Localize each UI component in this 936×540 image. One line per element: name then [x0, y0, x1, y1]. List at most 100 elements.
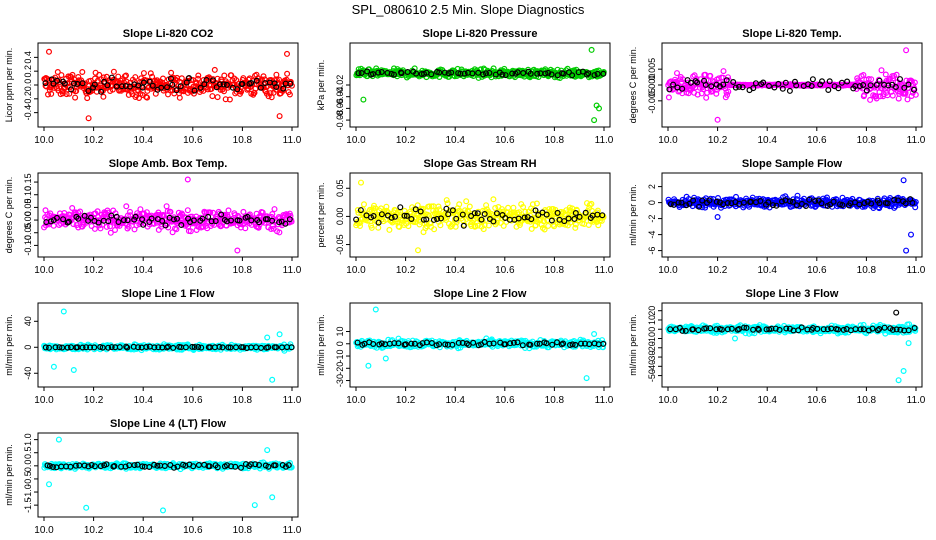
data-point: [572, 210, 579, 217]
data-point: [91, 81, 98, 88]
data-point: [757, 198, 764, 205]
data-point: [286, 91, 293, 98]
data-point: [408, 216, 415, 223]
y-tick-label: 2: [647, 184, 657, 189]
data-point: [595, 105, 602, 112]
data-point: [912, 327, 919, 334]
y-tick-label: 0.000: [647, 74, 657, 97]
y-tick-label: 0.00: [335, 208, 345, 226]
y-tick-label: -0.05: [23, 222, 33, 243]
data-point: [684, 79, 691, 86]
data-point: [868, 200, 875, 207]
data-point: [220, 81, 227, 88]
data-point: [891, 196, 898, 203]
plot-frame: [349, 42, 611, 128]
data-point: [211, 66, 218, 73]
data-point: [58, 72, 65, 79]
data-point: [216, 343, 223, 350]
data-point: [144, 94, 151, 101]
data-point: [115, 219, 122, 226]
data-point: [889, 326, 896, 333]
data-point: [140, 70, 147, 77]
data-point: [109, 86, 116, 93]
data-point: [560, 70, 567, 77]
data-point: [599, 212, 606, 219]
data-point: [388, 214, 395, 221]
y-tick-label: -1.5: [23, 497, 33, 513]
y-tick-label: -0.02: [335, 75, 345, 96]
data-point: [423, 216, 430, 223]
data-point: [750, 85, 757, 92]
data-point: [361, 201, 368, 208]
data-point: [492, 205, 499, 212]
x-tick-label: 10.4: [757, 135, 777, 146]
data-point: [138, 75, 145, 82]
data-point: [167, 87, 174, 94]
data-point: [105, 218, 112, 225]
x-tick-label: 10.4: [445, 135, 465, 146]
x-tick-label: 10.2: [396, 395, 416, 406]
data-point: [740, 199, 747, 206]
y-tick-label: -20: [335, 362, 345, 375]
data-point: [868, 76, 875, 83]
data-point: [771, 84, 778, 91]
data-point: [569, 341, 576, 348]
series-means: [667, 196, 916, 210]
data-point: [122, 72, 129, 79]
data-point: [149, 82, 156, 89]
data-point: [808, 82, 815, 89]
data-point: [798, 324, 805, 331]
data-point: [471, 210, 478, 217]
data-point: [287, 341, 294, 348]
y-tick-label: 0.005: [647, 58, 657, 81]
data-point: [500, 222, 507, 229]
data-point: [911, 79, 918, 86]
y-tick-label: -30: [647, 351, 657, 364]
data-point: [53, 214, 60, 221]
data-point: [449, 207, 456, 214]
data-point: [255, 224, 262, 231]
data-point: [391, 71, 398, 78]
data-point: [248, 217, 255, 224]
data-point: [54, 77, 61, 84]
x-tick-label: 10.0: [346, 395, 366, 406]
series-means: [42, 343, 295, 352]
data-point: [442, 341, 449, 348]
data-point: [460, 222, 467, 229]
data-point: [276, 229, 283, 236]
data-point: [900, 177, 907, 184]
y-tick-label: 0: [647, 327, 657, 332]
data-point: [269, 376, 276, 383]
y-tick-label: -6: [647, 247, 657, 255]
data-point: [375, 219, 382, 226]
data-point: [683, 202, 690, 209]
data-point: [665, 94, 672, 101]
y-tick-label: -0.10: [23, 235, 33, 256]
data-point: [708, 83, 715, 90]
series-means: [354, 339, 607, 349]
y-tick-label: 0: [23, 345, 33, 350]
data-point: [273, 83, 280, 90]
data-point: [402, 341, 409, 348]
data-point: [760, 79, 767, 86]
data-point: [61, 80, 68, 87]
data-point: [276, 76, 283, 83]
x-tick-label: 10.2: [708, 265, 728, 276]
data-point: [70, 367, 77, 374]
data-point: [187, 228, 194, 235]
data-point: [542, 70, 549, 77]
panel-title: Slope Line 1 Flow: [122, 288, 215, 300]
data-point: [176, 94, 183, 101]
data-point: [776, 326, 783, 333]
data-point: [724, 91, 731, 98]
data-point: [444, 200, 451, 207]
data-point: [280, 85, 287, 92]
data-point: [45, 48, 52, 55]
data-point: [571, 215, 578, 222]
data-point: [94, 208, 101, 215]
data-point: [895, 95, 902, 102]
data-point: [103, 73, 110, 80]
y-tick-label: 10: [335, 327, 345, 337]
data-point: [123, 203, 130, 210]
data-point: [445, 70, 452, 77]
